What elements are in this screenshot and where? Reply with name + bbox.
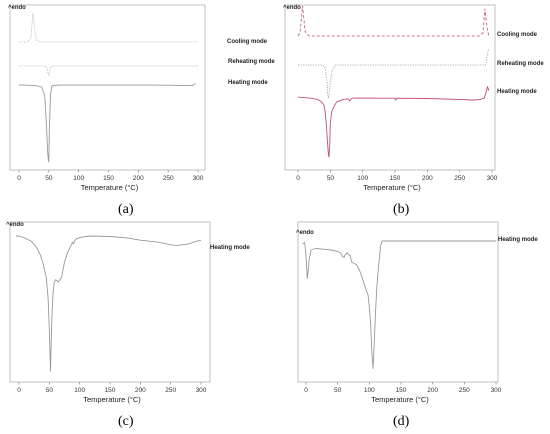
x-tick-label: 0	[304, 387, 308, 394]
series-line-cooling-mode	[297, 5, 490, 37]
panel-label-d: (d)	[393, 414, 410, 429]
plot-frame	[297, 221, 499, 383]
x-tick-label: 50	[327, 175, 335, 182]
series-line-heating-mode	[302, 240, 496, 369]
x-tick-label: 250	[459, 387, 470, 394]
endo-direction-label: ^endo	[283, 5, 301, 11]
x-tick-label: 150	[396, 387, 407, 394]
x-tick-label: 200	[427, 387, 438, 394]
x-tick-label: 300	[491, 387, 502, 394]
series-label-heating-mode: Heating mode	[210, 245, 250, 251]
panel-label-b: (b)	[393, 202, 410, 217]
x-tick-label: 200	[135, 387, 146, 394]
series-line-heating-mode	[297, 86, 490, 158]
series-line-heating-mode	[18, 83, 196, 163]
panel-label-a: (a)	[118, 202, 134, 217]
series-label-cooling-mode: Cooling mode	[227, 39, 268, 45]
x-tick-label: 100	[74, 387, 85, 394]
endo-direction-label: ^endo	[8, 5, 26, 11]
series-line-reheating-mode	[298, 48, 490, 99]
x-tick-label: 0	[17, 387, 21, 394]
x-tick-label: 100	[364, 387, 375, 394]
x-tick-label: 200	[422, 175, 433, 182]
series-label-reheating-mode: Reheating mode	[228, 59, 275, 65]
panel-b: 0 50 100 150 200 250 300 Temperature (°C) ^endo C…	[283, 4, 544, 192]
x-tick-label: 150	[103, 175, 114, 182]
panel-label-c: (c)	[118, 414, 134, 429]
x-tick-label: 100	[357, 175, 368, 182]
series-label-heating-mode: Heating mode	[497, 89, 537, 95]
series-label-heating-mode: Heating mode	[228, 80, 268, 86]
x-tick-label: 100	[73, 175, 84, 182]
x-axis-title: Temperature (°C)	[371, 395, 429, 404]
series-line-reheating-mode	[19, 65, 198, 76]
x-axis-title: Temperature (°C)	[81, 183, 139, 192]
panel-c: 0 50 100 150 200 250 300 Temperature (°C) ^endo H…	[6, 221, 250, 404]
x-tick-label: 300	[487, 175, 498, 182]
x-axis-title: Temperature (°C)	[83, 395, 141, 404]
x-axis-title: Temperature (°C)	[363, 183, 421, 192]
series-line-heating-mode	[16, 235, 202, 372]
x-tick-label: 300	[193, 175, 204, 182]
x-tick-label: 150	[390, 175, 401, 182]
series-label-heating-mode: Heating mode	[498, 237, 538, 243]
x-tick-label: 250	[165, 387, 176, 394]
series-label-cooling-mode: Cooling mode	[497, 32, 538, 38]
panel-a: 0 50 100 150 200 250 300 Temperature (°C) ^endo C…	[8, 4, 275, 192]
x-tick-label: 250	[163, 175, 174, 182]
endo-direction-label: ^endo	[6, 222, 24, 228]
x-tick-label: 0	[296, 175, 300, 182]
endo-direction-label: ^endo	[296, 230, 314, 236]
x-tick-label: 50	[45, 175, 53, 182]
panel-d: 0 50 100 150 200 250 300 Temperature (°C) ^endo H…	[296, 221, 538, 404]
series-line-cooling-mode	[19, 13, 198, 43]
series-label-reheating-mode: Reheating mode	[497, 61, 544, 67]
x-tick-label: 150	[105, 387, 116, 394]
x-tick-label: 250	[454, 175, 465, 182]
plot-frame	[9, 4, 206, 171]
x-tick-label: 0	[17, 175, 21, 182]
x-tick-label: 300	[196, 387, 207, 394]
x-tick-label: 50	[46, 387, 54, 394]
x-tick-label: 50	[334, 387, 342, 394]
plot-frame	[9, 221, 211, 383]
plot-frame	[284, 4, 496, 171]
x-tick-label: 200	[133, 175, 144, 182]
